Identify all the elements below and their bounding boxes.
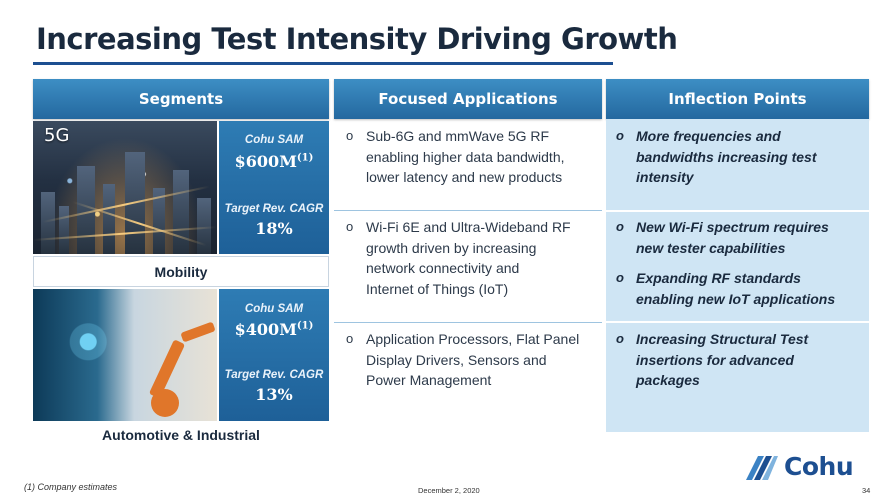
divider <box>606 321 869 323</box>
focused-applications-header: Focused Applications <box>334 79 602 119</box>
footnote: (1) Company estimates <box>24 482 118 492</box>
mobility-cagr-label: Target Rev. CAGR <box>224 203 324 215</box>
bullet-icon: o <box>616 219 624 234</box>
page-number: 34 <box>862 486 871 495</box>
inflection-point-item: o Expanding RF standards enabling new Io… <box>616 270 836 307</box>
inflection-point-item: o Increasing Structural Test insertions … <box>616 331 809 388</box>
bullet-icon: o <box>346 219 354 234</box>
automotive-cagr-value: 13% <box>255 385 293 404</box>
inflection-point-item: o More frequencies and bandwidths increa… <box>616 128 817 185</box>
mobility-metrics-panel: Cohu SAM $600M(1) Target Rev. CAGR 18% <box>219 121 329 254</box>
focused-application-item: o Sub-6G and mmWave 5G RF enabling highe… <box>346 128 565 185</box>
mobility-sam-value: $600M(1) <box>234 152 314 171</box>
automotive-sam-label: Cohu SAM <box>244 303 304 315</box>
inflection-point-item: o New Wi-Fi spectrum requires new tester… <box>616 219 829 256</box>
inflection-points-list: o More frequencies and bandwidths increa… <box>606 119 869 432</box>
bullet-icon: o <box>616 331 624 346</box>
automotive-sam-value: $400M(1) <box>234 320 314 339</box>
divider <box>334 322 602 323</box>
inflection-points-header: Inflection Points <box>606 79 869 119</box>
slide-title: Increasing Test Intensity Driving Growth <box>36 22 678 56</box>
mobility-sam-label: Cohu SAM <box>244 134 304 146</box>
automotive-cagr-label: Target Rev. CAGR <box>224 369 324 381</box>
cohu-logo-text: Cohu <box>784 452 854 481</box>
focused-application-item: o Application Processors, Flat Panel Dis… <box>346 331 580 388</box>
bullet-icon: o <box>346 331 354 346</box>
segments-header: Segments <box>33 79 329 119</box>
5g-label: 5G <box>44 125 70 146</box>
mobility-segment-label: Mobility <box>33 256 329 287</box>
5g-city-image <box>33 121 217 254</box>
automotive-industrial-image <box>33 289 217 421</box>
divider <box>334 210 602 211</box>
bullet-icon: o <box>616 128 624 143</box>
cohu-logo: Cohu <box>744 452 854 481</box>
automotive-metrics-panel: Cohu SAM $400M(1) Target Rev. CAGR 13% <box>219 289 329 421</box>
mobility-cagr-value: 18% <box>255 219 293 238</box>
bullet-icon: o <box>346 128 354 143</box>
automotive-industrial-segment-label: Automotive & Industrial <box>102 427 260 443</box>
cohu-logo-icon <box>746 455 778 480</box>
divider <box>606 210 869 212</box>
focused-application-item: o Wi-Fi 6E and Ultra-Wideband RF growth … <box>346 219 571 297</box>
title-underline <box>33 62 613 65</box>
slide-date: December 2, 2020 <box>418 486 480 495</box>
focused-applications-list: o Sub-6G and mmWave 5G RF enabling highe… <box>334 119 602 401</box>
bullet-icon: o <box>616 270 624 285</box>
